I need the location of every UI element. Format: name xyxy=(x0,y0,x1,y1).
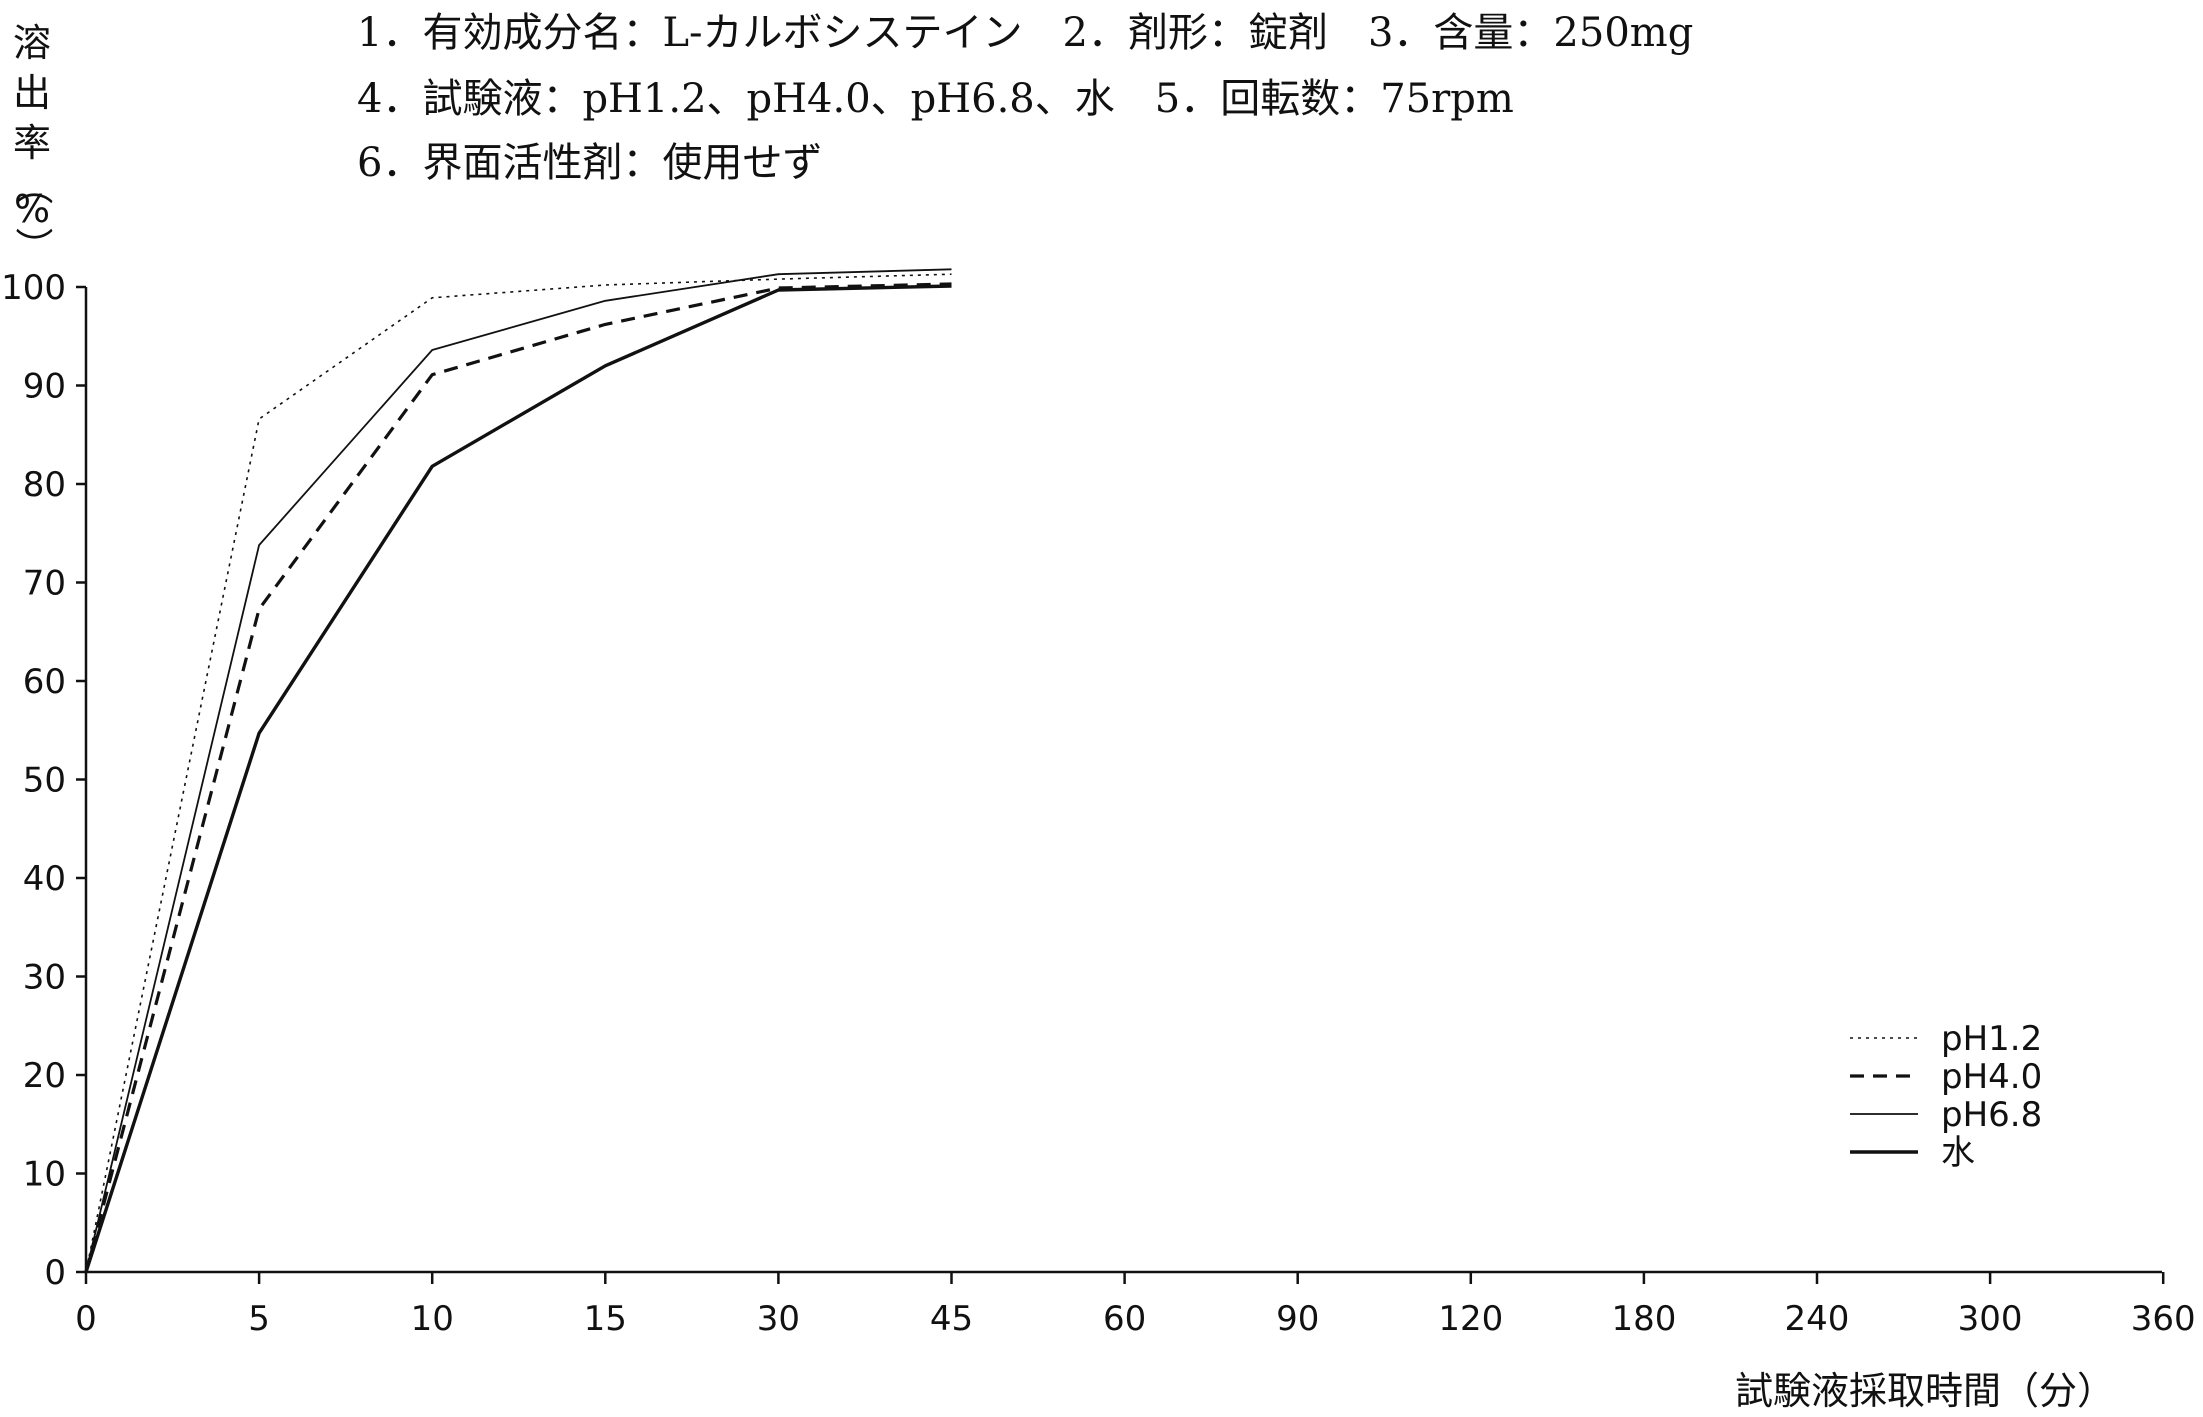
info-block: 1．有効成分名：L-カルボシステイン 2．剤形：錠剤 3．含量：250mg 4．… xyxy=(357,10,1693,186)
info-line-1: 1．有効成分名：L-カルボシステイン 2．剤形：錠剤 3．含量：250mg xyxy=(357,10,1693,56)
x-ticks: 0 5 10 15 30 45 60 90 120 180 240 300 360 xyxy=(75,1272,2196,1339)
x-tick-label: 90 xyxy=(1276,1299,1319,1339)
y-axis-label-char: 率 xyxy=(13,121,51,165)
x-tick-label: 300 xyxy=(1958,1299,2023,1339)
series-line-2 xyxy=(84,282,952,1273)
legend-label: pH6.8 xyxy=(1941,1095,2042,1135)
legend-label: 水 xyxy=(1941,1133,1975,1173)
y-axis-label-char: ） xyxy=(11,227,55,265)
x-tick-label: 30 xyxy=(757,1299,800,1339)
x-tick-label: 5 xyxy=(248,1299,270,1339)
y-tick-label: 60 xyxy=(23,662,66,702)
info-line-3: 6．界面活性剤：使用せず xyxy=(357,140,822,186)
y-tick-label: 100 xyxy=(1,268,66,308)
info-line-2: 4．試験液：pH1.2、pH4.0、pH6.8、水 5．回転数：75rpm xyxy=(357,76,1514,122)
legend-label: pH4.0 xyxy=(1941,1057,2042,1097)
y-tick-label: 30 xyxy=(23,958,66,998)
x-tick-label: 120 xyxy=(1438,1299,1503,1339)
y-tick-label: 10 xyxy=(23,1155,66,1195)
y-tick-label: 80 xyxy=(23,465,66,505)
y-axis-label-char: % xyxy=(14,187,50,231)
y-axis-label-char: 出 xyxy=(13,71,51,115)
x-tick-label: 0 xyxy=(75,1299,97,1339)
y-tick-label: 0 xyxy=(44,1253,66,1293)
y-axis-label-char: （ xyxy=(11,167,55,205)
series-line-1 xyxy=(85,273,952,1273)
y-ticks: 0 10 20 30 40 50 60 70 80 90 100 xyxy=(1,268,86,1293)
y-tick-label: 70 xyxy=(23,564,66,604)
x-tick-label: 45 xyxy=(930,1299,973,1339)
y-tick-label: 50 xyxy=(23,761,66,801)
x-tick-label: 10 xyxy=(411,1299,454,1339)
x-tick-label: 15 xyxy=(584,1299,627,1339)
series-line-3 xyxy=(85,268,952,1273)
y-axis-label-char: 溶 xyxy=(13,21,51,65)
x-tick-label: 240 xyxy=(1785,1299,1850,1339)
y-tick-label: 20 xyxy=(23,1056,66,1096)
y-tick-label: 40 xyxy=(23,859,66,899)
legend-label: pH1.2 xyxy=(1941,1019,2042,1059)
series-line-4 xyxy=(84,284,952,1273)
x-tick-label: 60 xyxy=(1103,1299,1146,1339)
series-lines xyxy=(84,268,952,1273)
x-tick-label: 180 xyxy=(1611,1299,1676,1339)
x-tick-label: 360 xyxy=(2131,1299,2196,1339)
x-axis-label: 試験液採取時間（分） xyxy=(1735,1369,2115,1413)
y-tick-label: 90 xyxy=(23,367,66,407)
y-axis-label: 溶 出 率 （ % ） xyxy=(11,21,55,265)
